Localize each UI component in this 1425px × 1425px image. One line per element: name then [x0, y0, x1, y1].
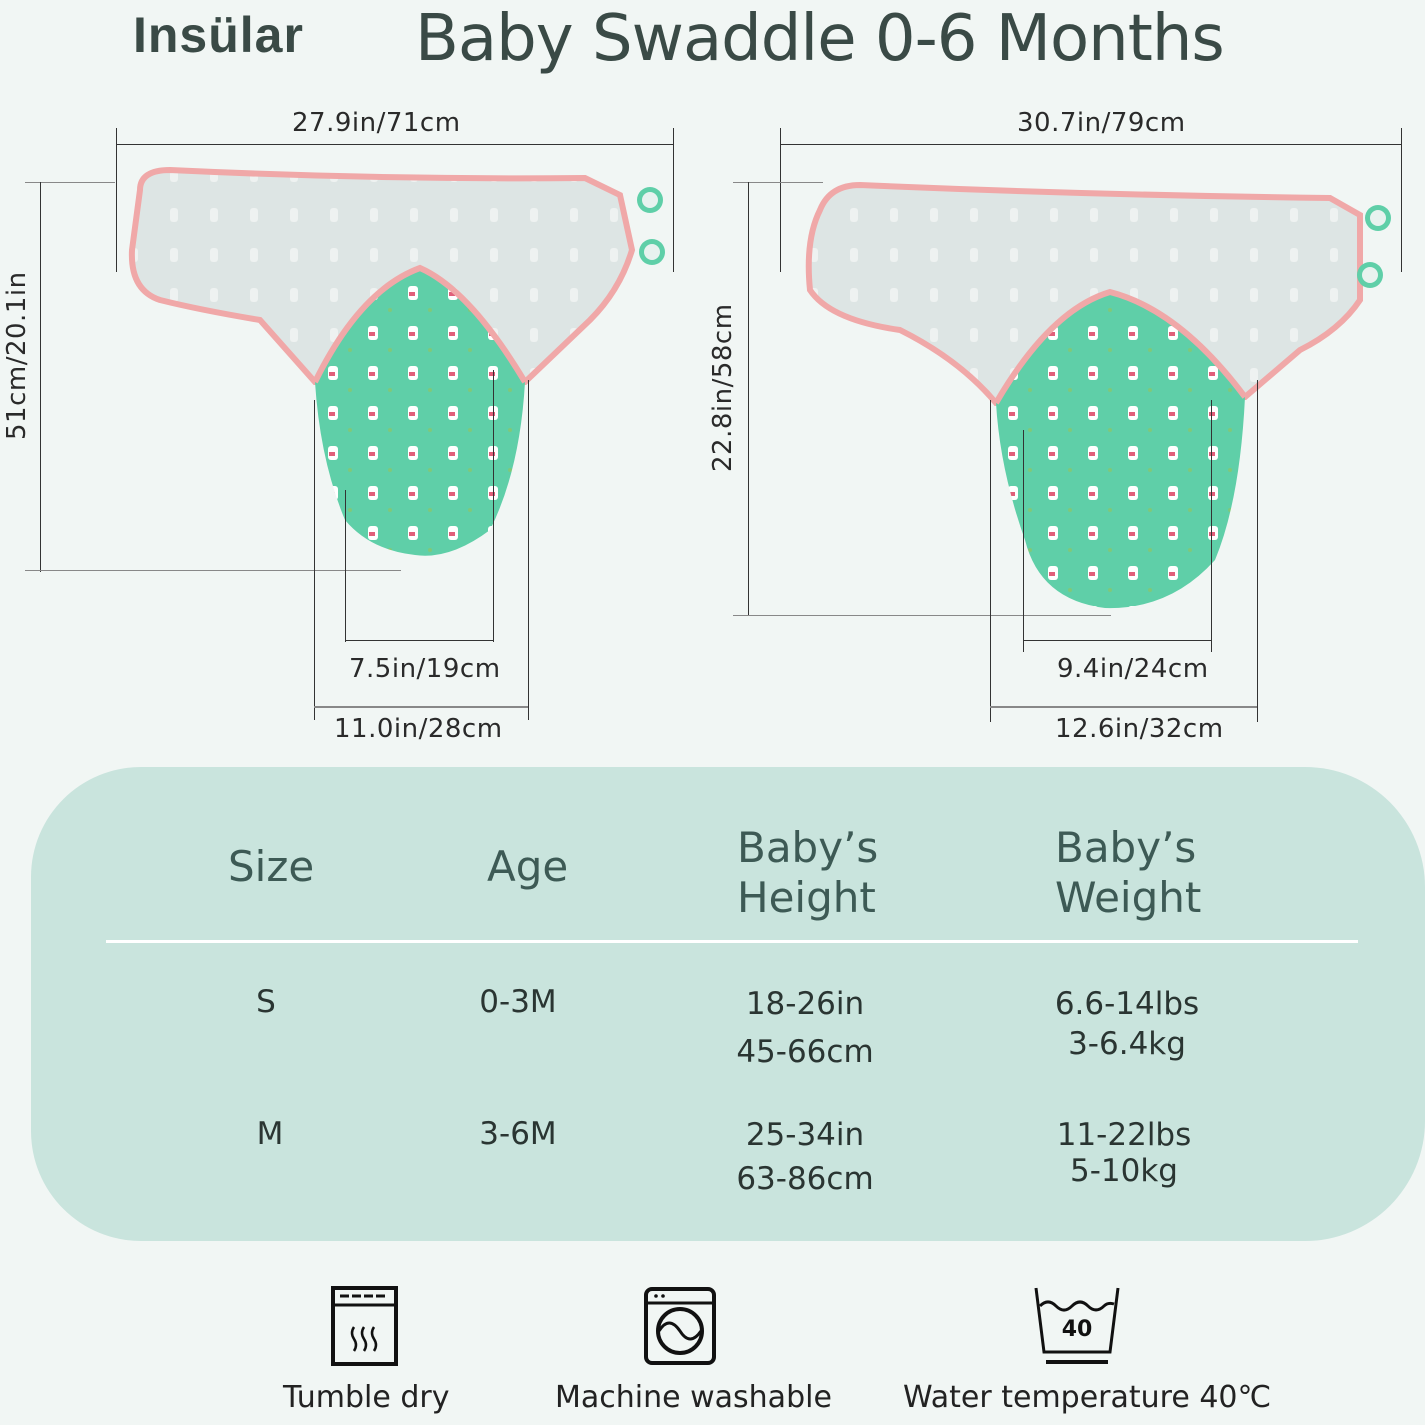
dim-tick	[673, 128, 674, 272]
dim-top-width-s: 27.9in/71cm	[292, 108, 461, 138]
row-m-height: 25-34in 63-86cm	[705, 1113, 905, 1201]
dim-tick	[1401, 128, 1402, 272]
header-size: Size	[228, 842, 315, 891]
dim-top-width-m: 30.7in/79cm	[1017, 108, 1186, 138]
dim-tick	[1257, 380, 1258, 722]
dim-inner-width-m: 9.4in/24cm	[1057, 654, 1209, 684]
dim-tick	[990, 400, 991, 722]
dim-height-m: 22.8in/58cm	[708, 303, 738, 472]
header-height-line1: Baby’s	[737, 823, 879, 872]
tumble-dry-label: Tumble dry	[283, 1380, 450, 1415]
row-m-size: M	[256, 1116, 284, 1152]
header-weight: Baby’s Weight	[1055, 823, 1201, 923]
table-divider	[106, 940, 1358, 943]
dim-tick	[314, 400, 315, 720]
row-m-weight: 11-22lbs 5-10kg	[1024, 1113, 1224, 1193]
dim-tick	[733, 615, 1111, 616]
row-s-height-in: 18-26in	[745, 986, 865, 1022]
dim-line-inner-m	[1023, 640, 1211, 641]
row-m-weight-lbs: 11-22lbs	[1056, 1117, 1192, 1153]
dim-line-outer-s	[314, 706, 528, 708]
swaddle-small	[128, 166, 665, 556]
header-age: Age	[487, 842, 569, 891]
size-chart-table	[31, 767, 1425, 1241]
dim-inner-width-s: 7.5in/19cm	[349, 654, 501, 684]
row-s-height: 18-26in 45-66cm	[705, 982, 905, 1074]
dim-tick	[116, 128, 117, 272]
row-s-age: 0-3M	[479, 984, 557, 1020]
dim-tick	[25, 182, 115, 183]
row-s-weight-kg: 3-6.4kg	[1068, 1026, 1186, 1062]
dim-line-outer-m	[990, 706, 1257, 708]
dim-outer-width-m: 12.6in/32cm	[1055, 714, 1224, 744]
water-temp-label: Water temperature 40℃	[903, 1380, 1272, 1415]
dim-tick	[1023, 430, 1024, 652]
dim-tick	[345, 490, 346, 642]
swaddle-medium	[805, 181, 1391, 609]
dim-line-top-m	[780, 144, 1402, 145]
dim-line-height-m	[748, 182, 749, 616]
row-m-height-in: 25-34in	[745, 1117, 865, 1153]
header-weight-line2: Weight	[1055, 873, 1202, 922]
row-s-size: S	[256, 984, 276, 1020]
row-m-height-cm: 63-86cm	[736, 1161, 874, 1197]
wash-40-icon: 40	[1034, 1287, 1120, 1364]
row-s-weight: 6.6-14lbs 3-6.4kg	[1027, 982, 1227, 1066]
tumble-dry-icon	[331, 1286, 398, 1366]
wash-temp-number: 40	[1062, 1317, 1093, 1342]
dim-tick	[493, 370, 494, 642]
dim-line-height-s	[40, 182, 41, 572]
machine-washable-label: Machine washable	[555, 1380, 832, 1415]
row-m-age: 3-6M	[479, 1116, 557, 1152]
dim-line-inner-s	[345, 640, 493, 641]
washing-machine-icon	[644, 1287, 716, 1365]
dim-tick	[528, 380, 529, 720]
header-height: Baby’s Height	[737, 823, 878, 923]
brand-logo: Insülar	[133, 7, 304, 63]
dim-tick	[733, 182, 823, 183]
row-s-weight-lbs: 6.6-14lbs	[1054, 986, 1200, 1022]
header-height-line2: Height	[737, 873, 876, 922]
page-title: Baby Swaddle 0-6 Months	[415, 2, 1225, 76]
header-weight-line1: Baby’s	[1055, 823, 1197, 872]
dim-height-s: 51cm/20.1in	[2, 271, 32, 440]
swaddle-illustrations	[128, 166, 1391, 609]
dim-tick	[1211, 400, 1212, 652]
row-s-height-cm: 45-66cm	[736, 1034, 874, 1070]
dim-tick	[25, 570, 401, 571]
dim-outer-width-s: 11.0in/28cm	[334, 714, 503, 744]
dim-line-top-s	[116, 144, 674, 145]
row-m-weight-kg: 5-10kg	[1070, 1153, 1178, 1189]
dim-tick	[780, 128, 781, 272]
